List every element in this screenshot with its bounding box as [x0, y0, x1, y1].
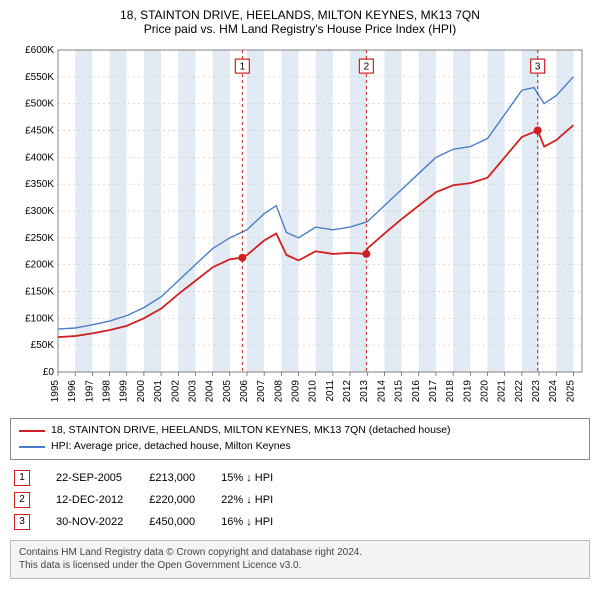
svg-text:2003: 2003 — [187, 380, 198, 403]
legend-row: 18, STAINTON DRIVE, HEELANDS, MILTON KEY… — [19, 423, 581, 439]
svg-text:2001: 2001 — [153, 380, 164, 403]
svg-text:£0: £0 — [43, 367, 55, 378]
footer-line-1: Contains HM Land Registry data © Crown c… — [19, 546, 581, 560]
svg-text:2018: 2018 — [445, 380, 456, 403]
svg-text:1997: 1997 — [84, 380, 95, 403]
svg-text:2007: 2007 — [256, 380, 267, 403]
svg-text:£200K: £200K — [25, 260, 54, 271]
svg-text:2017: 2017 — [428, 380, 439, 403]
svg-text:£300K: £300K — [25, 206, 54, 217]
legend-label: HPI: Average price, detached house, Milt… — [51, 439, 291, 455]
legend-row: HPI: Average price, detached house, Milt… — [19, 439, 581, 455]
table-row: 1 22-SEP-2005£213,00015% ↓ HPI — [12, 468, 295, 488]
svg-text:2021: 2021 — [497, 380, 508, 403]
sale-date: 22-SEP-2005 — [54, 468, 145, 488]
svg-text:£400K: £400K — [25, 152, 54, 163]
svg-text:£500K: £500K — [25, 99, 54, 110]
svg-text:2015: 2015 — [394, 380, 405, 403]
svg-text:2022: 2022 — [514, 380, 525, 403]
footer-line-2: This data is licensed under the Open Gov… — [19, 559, 581, 573]
legend-label: 18, STAINTON DRIVE, HEELANDS, MILTON KEY… — [51, 423, 451, 439]
table-row: 3 30-NOV-2022£450,00016% ↓ HPI — [12, 512, 295, 532]
svg-text:1: 1 — [240, 62, 246, 73]
sale-delta: 16% ↓ HPI — [219, 512, 295, 532]
svg-text:2002: 2002 — [170, 380, 181, 403]
svg-text:2: 2 — [364, 62, 370, 73]
svg-text:3: 3 — [535, 62, 541, 73]
svg-text:2006: 2006 — [239, 380, 250, 403]
legend-swatch — [19, 446, 45, 448]
sale-delta: 22% ↓ HPI — [219, 490, 295, 510]
price-chart: £0 £50K £100K £150K £200K £250K £300K £350K £400… — [10, 42, 590, 412]
sale-price: £450,000 — [147, 512, 217, 532]
svg-text:2023: 2023 — [531, 380, 542, 403]
svg-text:£450K: £450K — [25, 126, 54, 137]
svg-text:1995: 1995 — [50, 380, 61, 403]
page-title: 18, STAINTON DRIVE, HEELANDS, MILTON KEY… — [10, 8, 590, 22]
svg-text:1998: 1998 — [102, 380, 113, 403]
footer-attribution: Contains HM Land Registry data © Crown c… — [10, 540, 590, 579]
legend-swatch — [19, 430, 45, 432]
svg-text:1999: 1999 — [119, 380, 130, 403]
svg-text:1996: 1996 — [67, 380, 78, 403]
svg-text:2012: 2012 — [342, 380, 353, 403]
sale-badge: 1 — [14, 470, 30, 486]
sale-badge: 3 — [14, 514, 30, 530]
svg-text:£600K: £600K — [25, 45, 54, 56]
svg-text:2019: 2019 — [462, 380, 473, 403]
svg-text:2020: 2020 — [480, 380, 491, 403]
svg-text:2011: 2011 — [325, 380, 336, 402]
svg-text:£350K: £350K — [25, 179, 54, 190]
svg-text:2005: 2005 — [222, 380, 233, 403]
table-row: 2 12-DEC-2012£220,00022% ↓ HPI — [12, 490, 295, 510]
svg-text:2000: 2000 — [136, 380, 147, 403]
sale-delta: 15% ↓ HPI — [219, 468, 295, 488]
sale-date: 12-DEC-2012 — [54, 490, 145, 510]
svg-text:£150K: £150K — [25, 287, 54, 298]
svg-text:2010: 2010 — [308, 380, 319, 403]
sale-price: £213,000 — [147, 468, 217, 488]
svg-text:2004: 2004 — [205, 380, 216, 403]
page-subtitle: Price paid vs. HM Land Registry's House … — [10, 22, 590, 36]
chart-canvas: £0 £50K £100K £150K £200K £250K £300K £350K £400… — [10, 42, 590, 412]
sale-badge: 2 — [14, 492, 30, 508]
sale-date: 30-NOV-2022 — [54, 512, 145, 532]
svg-text:2014: 2014 — [376, 380, 387, 403]
svg-text:£550K: £550K — [25, 72, 54, 83]
svg-text:2009: 2009 — [291, 380, 302, 403]
svg-text:2016: 2016 — [411, 380, 422, 403]
svg-text:£100K: £100K — [25, 313, 54, 324]
svg-text:£50K: £50K — [31, 340, 55, 351]
svg-text:2008: 2008 — [273, 380, 284, 403]
svg-text:2024: 2024 — [548, 380, 559, 403]
svg-text:£250K: £250K — [25, 233, 54, 244]
svg-text:2013: 2013 — [359, 380, 370, 403]
sale-price: £220,000 — [147, 490, 217, 510]
legend-box: 18, STAINTON DRIVE, HEELANDS, MILTON KEY… — [10, 418, 590, 460]
svg-text:2025: 2025 — [565, 380, 576, 403]
sales-table: 1 22-SEP-2005£213,00015% ↓ HPI 2 12-DEC-201… — [10, 466, 297, 534]
